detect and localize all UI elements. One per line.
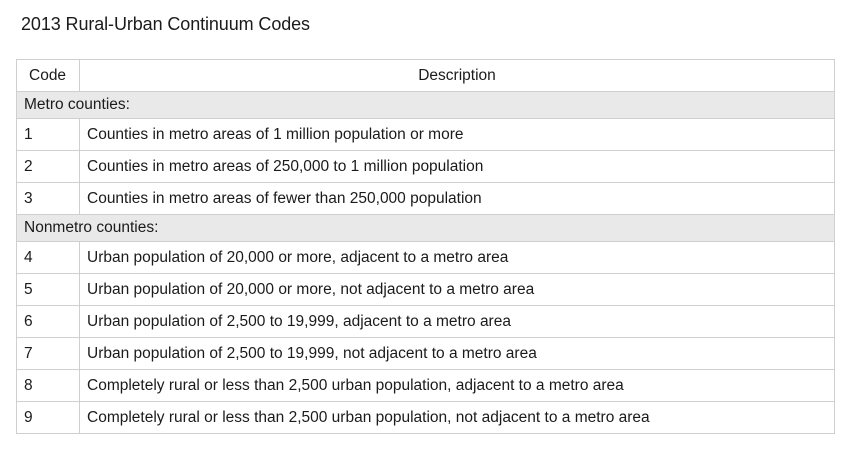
description-cell: Urban population of 2,500 to 19,999, not… [79,337,835,370]
description-cell: Completely rural or less than 2,500 urba… [79,369,835,402]
code-cell: 9 [16,401,80,434]
code-cell: 8 [16,369,80,402]
code-cell: 5 [16,273,80,306]
code-cell: 4 [16,241,80,274]
table-row: 1 Counties in metro areas of 1 million p… [16,118,835,151]
description-cell: Urban population of 2,500 to 19,999, adj… [79,305,835,338]
code-cell: 1 [16,118,80,151]
page-title: 2013 Rural-Urban Continuum Codes [21,14,310,34]
table-row: 9 Completely rural or less than 2,500 ur… [16,401,835,434]
description-cell: Urban population of 20,000 or more, not … [79,273,835,306]
description-column-header: Description [79,59,835,92]
table-row: 2 Counties in metro areas of 250,000 to … [16,150,835,183]
group-row-metro: Metro counties: [16,91,835,119]
continuum-codes-table: Code Description Metro counties: 1 Count… [16,59,835,434]
table-row: 3 Counties in metro areas of fewer than … [16,182,835,215]
group-label: Nonmetro counties: [16,214,835,242]
group-row-nonmetro: Nonmetro counties: [16,214,835,242]
table-row: 5 Urban population of 20,000 or more, no… [16,273,835,306]
description-cell: Counties in metro areas of fewer than 25… [79,182,835,215]
description-cell: Urban population of 20,000 or more, adja… [79,241,835,274]
table-row: 8 Completely rural or less than 2,500 ur… [16,369,835,402]
table-row: 7 Urban population of 2,500 to 19,999, n… [16,337,835,370]
description-cell: Completely rural or less than 2,500 urba… [79,401,835,434]
description-cell: Counties in metro areas of 1 million pop… [79,118,835,151]
code-cell: 3 [16,182,80,215]
description-cell: Counties in metro areas of 250,000 to 1 … [79,150,835,183]
code-cell: 7 [16,337,80,370]
table-row: 6 Urban population of 2,500 to 19,999, a… [16,305,835,338]
code-cell: 6 [16,305,80,338]
group-label: Metro counties: [16,91,835,119]
table-header-row: Code Description [16,59,835,92]
code-column-header: Code [16,59,80,92]
code-cell: 2 [16,150,80,183]
table-row: 4 Urban population of 20,000 or more, ad… [16,241,835,274]
